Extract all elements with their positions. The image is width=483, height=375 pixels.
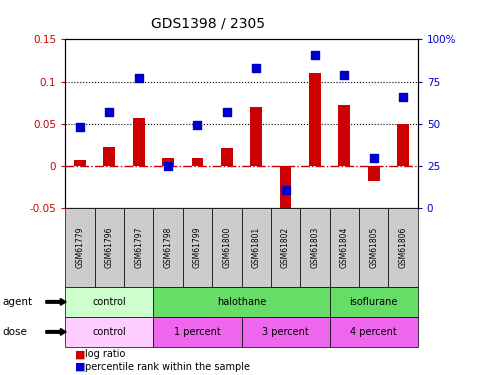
Bar: [221, 148, 233, 166]
Point: [370, 154, 378, 160]
Text: GSM61805: GSM61805: [369, 227, 378, 268]
Point: [399, 94, 407, 100]
Bar: [397, 124, 409, 166]
Text: dose: dose: [2, 327, 28, 337]
Point: [76, 124, 84, 130]
Text: halothane: halothane: [217, 297, 266, 307]
Text: 4 percent: 4 percent: [350, 327, 397, 337]
Text: GDS1398 / 2305: GDS1398 / 2305: [151, 17, 265, 31]
Bar: [339, 105, 350, 166]
Text: GSM61797: GSM61797: [134, 227, 143, 268]
Text: log ratio: log ratio: [85, 350, 125, 359]
Bar: [250, 107, 262, 166]
Text: GSM61796: GSM61796: [105, 227, 114, 268]
Point: [252, 65, 260, 71]
Point: [194, 122, 201, 128]
Text: control: control: [92, 327, 126, 337]
Bar: [133, 118, 144, 166]
Text: control: control: [92, 297, 126, 307]
Text: ■: ■: [75, 350, 85, 359]
Bar: [162, 158, 174, 166]
Text: GSM61799: GSM61799: [193, 227, 202, 268]
Point: [135, 75, 142, 81]
Text: 1 percent: 1 percent: [174, 327, 221, 337]
Text: GSM61804: GSM61804: [340, 227, 349, 268]
Text: GSM61800: GSM61800: [222, 227, 231, 268]
Bar: [280, 166, 291, 212]
Text: isoflurane: isoflurane: [350, 297, 398, 307]
Text: percentile rank within the sample: percentile rank within the sample: [85, 362, 250, 372]
Point: [311, 52, 319, 58]
Text: GSM61803: GSM61803: [311, 227, 319, 268]
Bar: [368, 166, 380, 181]
Text: agent: agent: [2, 297, 32, 307]
Text: GSM61798: GSM61798: [164, 227, 172, 268]
Text: GSM61801: GSM61801: [252, 227, 261, 268]
Point: [282, 187, 289, 193]
Point: [223, 109, 231, 115]
Text: GSM61779: GSM61779: [75, 227, 85, 268]
Bar: [74, 160, 86, 166]
Text: GSM61802: GSM61802: [281, 227, 290, 268]
Text: GSM61806: GSM61806: [398, 227, 408, 268]
Bar: [192, 158, 203, 166]
Text: 3 percent: 3 percent: [262, 327, 309, 337]
Point: [341, 72, 348, 78]
Point: [105, 109, 113, 115]
Point: [164, 163, 172, 169]
Bar: [103, 147, 115, 166]
Bar: [309, 73, 321, 166]
Text: ■: ■: [75, 362, 85, 372]
